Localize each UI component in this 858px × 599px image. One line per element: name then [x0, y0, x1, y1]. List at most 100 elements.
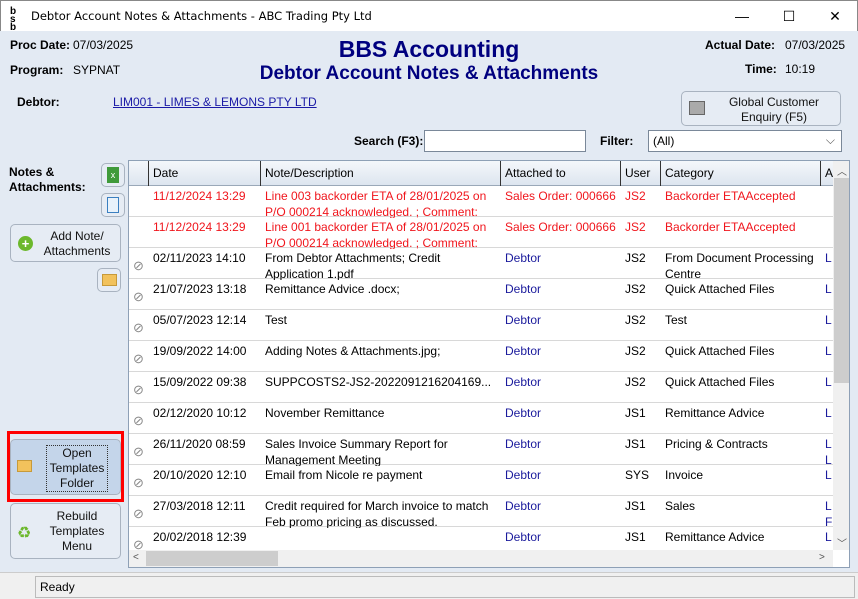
program-value: SYPNAT [73, 63, 121, 77]
note-cell: Sales Invoice Summary Report for Managem… [265, 437, 448, 466]
category-cell: From Document Processing Centre [665, 251, 814, 280]
user-cell: JS2 [625, 313, 646, 327]
new-folder-button[interactable] [97, 268, 121, 292]
a-cell: L [825, 313, 832, 327]
open-templates-label: Open Templates Folder [46, 445, 108, 492]
excel-icon: x [107, 167, 119, 183]
table-row[interactable]: ⊘ 27/03/2018 12:11 Credit required for Mar… [129, 496, 833, 528]
table-row[interactable]: ⊘ 05/07/2023 12:14 Test Debtor JS2 Test L [129, 310, 833, 341]
column-header-a[interactable]: A [825, 166, 833, 180]
paperclip-icon[interactable]: ⊘ [133, 258, 144, 273]
a-cell: L [825, 468, 832, 482]
scroll-down-icon[interactable]: ﹀ [837, 539, 847, 550]
attached-to-cell: Debtor [505, 251, 542, 265]
status-text: Ready [35, 576, 855, 598]
actual-date-label: Actual Date: [705, 38, 776, 52]
date-cell: 21/07/2023 13:18 [153, 282, 247, 296]
table-header: Date Note/Description Attached to User C… [129, 161, 833, 186]
user-cell: JS2 [625, 375, 646, 389]
document-icon [107, 197, 119, 213]
vertical-scroll-thumb[interactable] [834, 178, 849, 383]
a-cell: L [825, 406, 832, 420]
time-label: Time: [745, 62, 777, 76]
note-cell: SUPPCOSTS2-JS2-2022091216204169... [265, 375, 492, 389]
note-cell: Test [265, 313, 288, 327]
date-cell: 02/11/2023 14:10 [153, 251, 246, 265]
maximize-button[interactable]: ☐ [782, 8, 796, 24]
note-cell: November Remittance [265, 406, 385, 420]
close-button[interactable]: ✕ [829, 8, 841, 24]
chevron-down-icon: ⌵ [825, 133, 835, 147]
column-header-date[interactable]: Date [149, 161, 261, 186]
a-cell: L F [825, 499, 833, 528]
user-cell: SYS [625, 468, 650, 482]
table-row[interactable]: ⊘ 15/09/2022 09:38 SUPPCOSTS2-JS2-20220912… [129, 372, 833, 403]
open-templates-folder-button[interactable]: Open Templates Folder [10, 439, 121, 495]
user-cell: JS1 [625, 437, 646, 451]
paperclip-icon[interactable]: ⊘ [133, 444, 144, 459]
table-row[interactable]: ⊘ 02/12/2020 10:12 November Remittance Debt… [129, 403, 833, 434]
table-row[interactable]: ⊘ 26/11/2020 08:59 Sales Invoice Summary R… [129, 434, 833, 466]
note-cell: From Debtor Attachments; Credit Applicat… [265, 251, 441, 280]
minimize-button[interactable]: — [735, 8, 749, 24]
paperclip-icon[interactable]: ⊘ [133, 413, 144, 428]
screen-title: Debtor Account Notes & Attachments [259, 63, 599, 84]
date-cell: 20/10/2020 12:10 [153, 468, 247, 482]
rebuild-templates-label: Rebuild Templates Menu [49, 509, 105, 553]
scroll-left-icon[interactable]: < [133, 552, 139, 563]
category-cell: Backorder ETAAccepted [665, 189, 796, 203]
paperclip-icon[interactable]: ⊘ [133, 537, 144, 552]
attached-to-cell: Sales Order: 000666 [505, 220, 616, 234]
paperclip-icon[interactable]: ⊘ [133, 320, 144, 335]
table-row[interactable]: ⊘ 02/11/2023 14:10 From Debtor Attachments… [129, 248, 833, 280]
filter-select[interactable]: (All) ⌵ [648, 130, 842, 152]
rebuild-templates-button[interactable]: ♻ Rebuild Templates Menu [10, 503, 121, 559]
column-header-attached-to[interactable]: Attached to [501, 161, 621, 186]
a-cell: L L [825, 437, 832, 466]
attached-to-cell: Debtor [505, 375, 542, 389]
table-row[interactable]: 11/12/2024 13:29 Line 001 backorder ETA o… [129, 217, 833, 249]
recycle-icon: ♻ [17, 525, 32, 542]
paperclip-icon[interactable]: ⊘ [133, 289, 144, 304]
column-header-note[interactable]: Note/Description [261, 161, 501, 186]
paperclip-icon[interactable]: ⊘ [133, 506, 144, 521]
column-header-category[interactable]: Category [661, 161, 821, 186]
column-header-user[interactable]: User [621, 161, 661, 186]
category-cell: Remittance Advice [665, 406, 765, 420]
note-cell: Adding Notes & Attachments.jpg; [265, 344, 441, 358]
paperclip-icon[interactable]: ⊘ [133, 382, 144, 397]
scroll-right-icon[interactable]: > [819, 552, 825, 563]
filter-value: (All) [653, 134, 675, 148]
a-cell [821, 188, 833, 218]
date-cell: 02/12/2020 10:12 [153, 406, 247, 420]
attached-to-cell: Debtor [505, 406, 542, 420]
table-row[interactable]: ⊘ 20/10/2020 12:10 Email from Nicole re pa… [129, 465, 833, 496]
row-indicator-header [129, 161, 149, 186]
paperclip-icon[interactable]: ⊘ [133, 351, 144, 366]
note-cell: Line 001 backorder ETA of 28/01/2025 on … [265, 220, 487, 249]
attached-to-cell: Debtor [505, 282, 542, 296]
export-document-button[interactable] [101, 193, 125, 217]
date-cell: 27/03/2018 12:11 [153, 499, 246, 513]
export-excel-button[interactable]: x [101, 163, 125, 187]
category-cell: Quick Attached Files [665, 344, 775, 358]
proc-date-label: Proc Date: [10, 38, 71, 52]
time-value: 10:19 [785, 62, 816, 76]
user-cell: JS2 [625, 344, 646, 358]
note-cell: Line 003 backorder ETA of 28/01/2025 on … [265, 189, 487, 218]
table-row[interactable]: ⊘ 19/09/2022 14:00 Adding Notes & Attachme… [129, 341, 833, 372]
vertical-scrollbar[interactable]: ︿ ﹀ [833, 161, 849, 550]
global-customer-enquiry-button[interactable]: Global Customer Enquiry (F5) [681, 91, 841, 126]
horizontal-scroll-thumb[interactable] [146, 551, 278, 566]
debtor-link[interactable]: LIM001 - LIMES & LEMONS PTY LTD [113, 95, 317, 109]
horizontal-scrollbar[interactable]: < > [129, 550, 833, 567]
user-cell: JS1 [625, 499, 646, 513]
search-input[interactable] [424, 130, 586, 152]
add-note-button[interactable]: + Add Note/ Attachments [10, 224, 121, 262]
attached-to-cell: Sales Order: 000666 [505, 189, 616, 203]
paperclip-icon[interactable]: ⊘ [133, 475, 144, 490]
table-row[interactable]: 11/12/2024 13:29 Line 003 backorder ETA o… [129, 186, 833, 218]
program-label: Program: [10, 63, 64, 77]
table-row[interactable]: ⊘ 21/07/2023 13:18 Remittance Advice .docx… [129, 279, 833, 310]
scroll-up-icon[interactable]: ︿ [837, 167, 847, 178]
